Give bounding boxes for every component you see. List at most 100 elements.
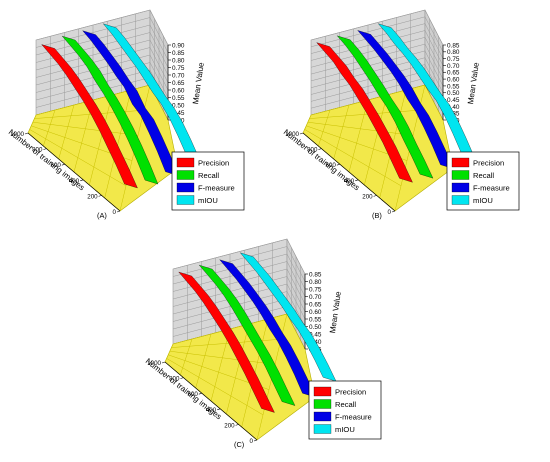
wall-gridline [310, 9, 444, 46]
legend-swatch [313, 399, 332, 409]
y-tick-label: 400 [69, 178, 80, 185]
y-tick [43, 148, 47, 150]
legend-label: Recall [335, 400, 356, 409]
ribbon-recall [61, 35, 159, 185]
y-tick-label: 1000 [10, 131, 24, 138]
y-tick-label: 0 [250, 438, 254, 445]
legend: Precision Recall F-measure mIOU [308, 380, 382, 440]
ribbon-precision [316, 42, 413, 183]
floor-gridline [43, 109, 56, 147]
wall-gridline [310, 37, 444, 73]
z-tick-label: 0.85 [309, 271, 322, 278]
wall-gridline [172, 261, 306, 297]
y-tick-label: 200 [224, 422, 235, 429]
z-tick-label: 0.55 [447, 83, 460, 90]
wall-gridline [310, 30, 444, 66]
floor-gridline [29, 129, 127, 187]
legend-swatch [176, 170, 195, 180]
z-tick-label: 0.60 [447, 76, 460, 83]
wall-gridline [35, 32, 169, 68]
z-tick-label: 0.80 [172, 57, 185, 64]
z-tick-label: 0.50 [172, 102, 185, 109]
wall-gridline [35, 17, 169, 53]
floor-gridline [307, 121, 414, 136]
legend-label: F-measure [473, 184, 510, 193]
legend-swatch [313, 386, 332, 397]
chart-svg: 0.900.850.800.750.700.650.600.550.500.45… [7, 9, 245, 220]
wall-gridline [172, 276, 306, 312]
y-tick [336, 163, 340, 166]
y-tick [235, 424, 239, 426]
floor-gridline [304, 129, 402, 187]
y-tick [253, 439, 258, 442]
y-tick-label: 0 [388, 209, 392, 216]
z-tick-label: 0.85 [172, 50, 185, 57]
floor-gridline [104, 89, 132, 199]
y-tick-label: 1000 [147, 360, 161, 367]
y-tick [391, 210, 396, 213]
z-tick-label: 0.50 [309, 324, 322, 331]
y-tick [161, 361, 166, 364]
z-tick-label: 0.80 [447, 49, 460, 56]
floor-gridline [89, 94, 113, 186]
y-tick-label: 0 [113, 209, 117, 216]
z-tick-label: 0.70 [447, 63, 460, 70]
floor-gridline [309, 109, 420, 119]
legend-swatch [176, 182, 195, 193]
y-tick-label: 800 [32, 147, 43, 154]
chart-panel-c: 0.850.800.750.700.650.600.550.500.450.40… [137, 229, 412, 457]
y-tick [355, 179, 359, 182]
floor-gridline [34, 109, 145, 119]
floor-gridline [210, 328, 231, 402]
z-tick-label: 0.65 [447, 70, 460, 77]
z-tick-label: 0.50 [447, 90, 460, 97]
y-tick [98, 195, 102, 197]
ribbon-recall [198, 264, 296, 406]
z-tick-label: 0.55 [309, 316, 322, 323]
y-tick-label: 1000 [285, 131, 299, 138]
y-tick-label: 600 [325, 162, 336, 169]
z-tick-label: 0.60 [309, 309, 322, 316]
legend-swatch [313, 424, 332, 434]
wall-gridline [310, 43, 444, 80]
ribbon-recall [336, 35, 434, 179]
y-tick [24, 132, 29, 135]
z-tick-label: 0.60 [172, 87, 185, 94]
legend-label: Precision [198, 159, 229, 168]
legend: Precision Recall F-measure mIOU [446, 151, 520, 211]
y-tick-label: 600 [50, 162, 61, 169]
z-tick-label: 0.75 [447, 56, 460, 63]
y-tick [116, 210, 121, 213]
chart-panel-a: 0.90 0.85 0.80 0.75 0.70 0.65 0.60 0.55 0.50 0.45… [0, 0, 275, 228]
legend-swatch [313, 411, 332, 422]
z-tick-label: 0.45 [172, 110, 185, 117]
chart-svg: 0.850.800.750.700.650.600.550.500.450.40… [282, 9, 520, 220]
z-tick-label: 0.75 [309, 286, 322, 293]
floor-gridline [302, 114, 312, 134]
floor-gridline [348, 99, 369, 173]
z-tick-label: 0.45 [309, 331, 322, 338]
z-tick-label: 0.65 [309, 301, 322, 308]
z-tick-label: 0.70 [172, 72, 185, 79]
z-axis-label: Mean Value [191, 61, 206, 104]
y-axis-line [302, 132, 396, 212]
floor-gridline [171, 338, 282, 348]
floor-gridline [364, 94, 388, 186]
floor-gridline [32, 121, 139, 136]
y-tick-label: 800 [169, 376, 180, 383]
wall-gridline [35, 47, 169, 83]
wall-gridline [172, 238, 306, 275]
wall-gridline [35, 39, 169, 76]
legend-swatch [451, 195, 470, 205]
z-tick-label: 0.45 [447, 97, 460, 104]
floor-gridline [226, 323, 250, 415]
y-axis-line [164, 361, 258, 441]
ribbon-precision [178, 271, 275, 413]
y-tick [299, 132, 304, 135]
floor-gridline [180, 338, 193, 376]
floor-gridline [164, 343, 174, 363]
legend-label: Precision [473, 159, 504, 168]
y-axis-line [27, 132, 121, 212]
floor-gridline [318, 109, 331, 147]
